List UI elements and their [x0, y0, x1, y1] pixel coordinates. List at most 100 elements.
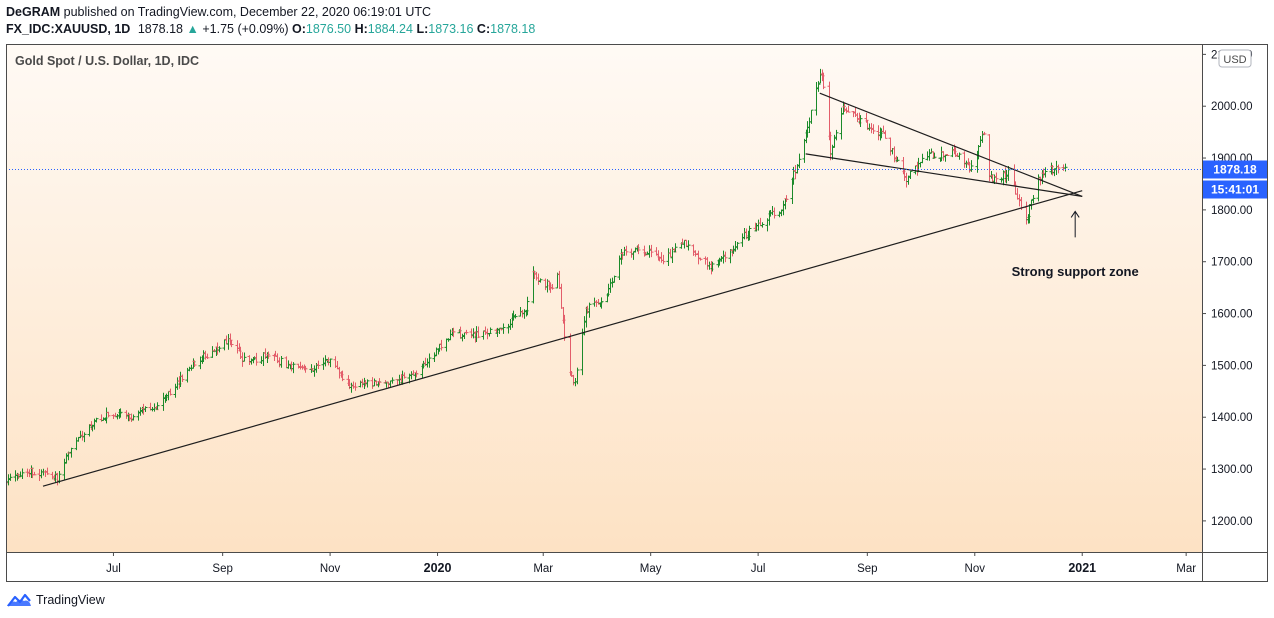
price-bar	[279, 356, 284, 368]
symbol-name[interactable]: FX_IDC:XAUUSD, 1D	[6, 22, 131, 36]
countdown-label: 15:41:01	[1211, 183, 1259, 197]
x-tick-label: Sep	[857, 563, 877, 575]
price-bar	[908, 170, 913, 180]
price-bar	[143, 406, 148, 413]
x-tick-label: 2021	[1068, 561, 1096, 575]
price-bar	[69, 447, 74, 458]
price-bar	[451, 327, 456, 338]
price-bar	[612, 275, 617, 283]
price-bar	[846, 105, 851, 113]
price-bar	[624, 245, 629, 256]
chart-frame	[6, 44, 1268, 582]
chart-header: DeGRAM published on TradingView.com, Dec…	[6, 4, 535, 38]
publisher-name[interactable]: DeGRAM	[6, 5, 61, 19]
price-bar	[661, 254, 666, 265]
price-bar	[8, 473, 13, 481]
price-bar	[254, 352, 259, 366]
tradingview-brand: TradingView	[36, 593, 105, 607]
price-bar	[180, 374, 185, 383]
trendlines	[42, 92, 1083, 487]
plot-background	[6, 44, 1202, 552]
price-bar	[698, 257, 703, 261]
price-bar	[649, 244, 654, 258]
price-bar	[920, 153, 925, 164]
y-tick-label: 1200.00	[1211, 516, 1253, 528]
price-bar	[932, 152, 937, 159]
annotations: Strong support zone	[1012, 210, 1139, 279]
arrow-up-icon	[1070, 210, 1080, 218]
x-tick-label: Mar	[1176, 563, 1196, 575]
price-bar	[229, 340, 234, 348]
time-axis[interactable]: Jul Sep Nov 2020 Mar May Jul Sep Nov 2021 Mar	[106, 552, 1196, 575]
price-bar	[131, 414, 136, 421]
y-tick-label: 2000.00	[1211, 101, 1253, 113]
price-bar	[365, 379, 370, 388]
current-price-tag: 1878.18	[1203, 160, 1267, 179]
price-bar	[155, 402, 160, 410]
price-bar	[834, 129, 839, 141]
price-bar	[747, 225, 752, 241]
countdown-tag: 15:41:01	[1203, 180, 1267, 199]
price-bar	[895, 156, 900, 162]
price-chart[interactable]: Strong support zone 1200.00 1300.00 1400.0…	[6, 44, 1268, 582]
x-tick-label: Sep	[212, 563, 232, 575]
price-axis[interactable]: 1200.00 1300.00 1400.00 1500.00 1600.00 1700.…	[1202, 49, 1267, 528]
price-bar	[106, 411, 111, 418]
price-bar	[402, 372, 407, 379]
price-bar	[957, 152, 962, 160]
tradingview-footer[interactable]: TradingView	[6, 591, 105, 609]
price-bar	[1056, 164, 1061, 174]
price-bar	[1063, 163, 1068, 172]
price-bar	[427, 353, 432, 368]
high-value: 1884.24	[367, 22, 413, 36]
x-tick-label: 2020	[424, 561, 452, 575]
price-bar	[192, 360, 197, 368]
price-bar	[599, 297, 604, 309]
wedge-lower-line[interactable]	[805, 153, 1083, 197]
chart-title: Gold Spot / U.S. Dollar, 1D, IDC	[15, 54, 199, 68]
change-up-icon: ▲	[186, 22, 199, 36]
price-bar	[303, 365, 308, 373]
price-bar	[340, 370, 345, 382]
wedge-upper-line[interactable]	[819, 92, 1083, 197]
price-bar	[723, 251, 728, 263]
price-bar	[550, 284, 555, 290]
price-bar	[797, 153, 802, 169]
x-tick-label: Jul	[751, 563, 766, 575]
price-bar	[673, 243, 678, 253]
y-tick-label: 1700.00	[1211, 257, 1253, 269]
chart-container[interactable]: Strong support zone 1200.00 1300.00 1400.0…	[6, 44, 1268, 582]
price-bar	[291, 362, 296, 374]
price-bar	[735, 242, 740, 250]
price-bar	[217, 346, 222, 353]
y-tick-label: 1500.00	[1211, 360, 1253, 372]
price-bar	[575, 367, 580, 385]
price-bar	[871, 124, 876, 135]
price-bar	[168, 388, 173, 396]
price-bar	[476, 326, 481, 339]
price-bar	[205, 353, 210, 360]
price-bar	[266, 351, 271, 359]
price-bar	[328, 358, 333, 368]
y-tick-label: 1600.00	[1211, 309, 1253, 321]
x-tick-label: Mar	[533, 563, 553, 575]
publish-info: DeGRAM published on TradingView.com, Dec…	[6, 4, 535, 21]
open-value: 1876.50	[305, 22, 352, 36]
price-bar	[686, 240, 691, 251]
price-bar	[710, 261, 715, 272]
long-term-support-line[interactable]	[42, 190, 1083, 487]
price-bar	[377, 378, 382, 386]
price-bar	[994, 172, 999, 183]
price-bar	[821, 72, 826, 90]
price-bar	[390, 377, 395, 384]
price-bar	[883, 130, 888, 139]
y-tick-label: 1300.00	[1211, 464, 1253, 476]
price-bar	[525, 296, 530, 316]
price-bar	[501, 323, 506, 334]
x-tick-label: Nov	[320, 563, 341, 575]
price-bar	[538, 278, 543, 283]
currency-button[interactable]: USD	[1218, 49, 1252, 68]
price-bar	[1031, 195, 1036, 204]
high-label: H:	[354, 22, 368, 36]
price-bars	[6, 68, 1068, 488]
